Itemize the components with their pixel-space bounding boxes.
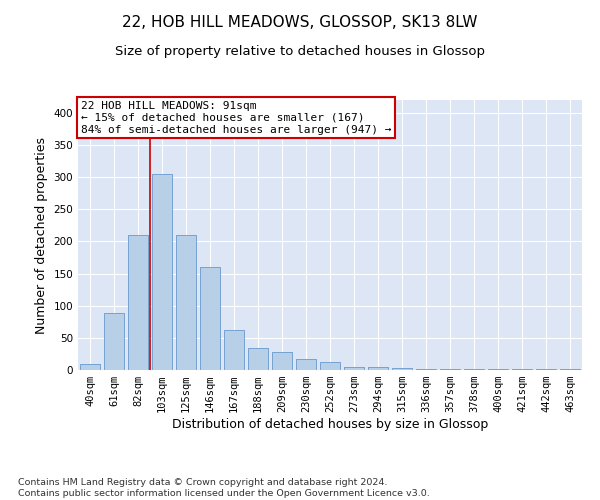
Bar [560,368,580,370]
Bar [416,368,436,370]
Bar [488,368,508,370]
Text: 22, HOB HILL MEADOWS, GLOSSOP, SK13 8LW: 22, HOB HILL MEADOWS, GLOSSOP, SK13 8LW [122,15,478,30]
Text: Size of property relative to detached houses in Glossop: Size of property relative to detached ho… [115,45,485,58]
Bar [440,368,460,370]
Y-axis label: Number of detached properties: Number of detached properties [35,136,48,334]
Bar [320,362,340,370]
Bar [464,368,484,370]
Bar [296,359,316,370]
Bar [176,235,196,370]
Bar [128,235,148,370]
Bar [80,364,100,370]
Bar [248,348,268,370]
Bar [344,367,364,370]
Bar [368,367,388,370]
X-axis label: Distribution of detached houses by size in Glossop: Distribution of detached houses by size … [172,418,488,431]
Text: Contains HM Land Registry data © Crown copyright and database right 2024.
Contai: Contains HM Land Registry data © Crown c… [18,478,430,498]
Bar [152,174,172,370]
Text: 22 HOB HILL MEADOWS: 91sqm
← 15% of detached houses are smaller (167)
84% of sem: 22 HOB HILL MEADOWS: 91sqm ← 15% of deta… [80,102,391,134]
Bar [104,314,124,370]
Bar [272,352,292,370]
Bar [392,368,412,370]
Bar [224,330,244,370]
Bar [200,267,220,370]
